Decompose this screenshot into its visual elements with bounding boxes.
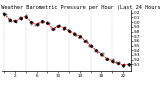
Title: Milwaukee Weather Barometric Pressure per Hour (Last 24 Hours): Milwaukee Weather Barometric Pressure pe…	[0, 5, 160, 10]
